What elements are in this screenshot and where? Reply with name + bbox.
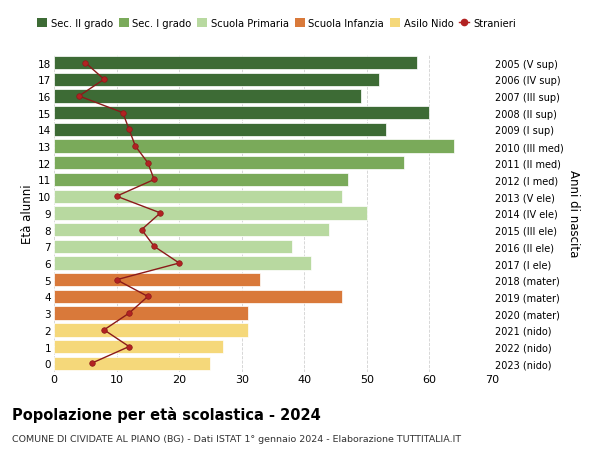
Text: COMUNE DI CIVIDATE AL PIANO (BG) - Dati ISTAT 1° gennaio 2024 - Elaborazione TUT: COMUNE DI CIVIDATE AL PIANO (BG) - Dati … — [12, 434, 461, 443]
Bar — [54, 340, 223, 353]
Bar — [54, 123, 386, 137]
Bar — [54, 190, 342, 203]
Bar — [54, 290, 342, 303]
Bar — [54, 73, 379, 87]
Bar — [54, 274, 260, 287]
Bar — [54, 90, 361, 103]
Legend: Sec. II grado, Sec. I grado, Scuola Primaria, Scuola Infanzia, Asilo Nido, Stran: Sec. II grado, Sec. I grado, Scuola Prim… — [37, 19, 516, 29]
Bar — [54, 157, 404, 170]
Bar — [54, 107, 430, 120]
Bar — [54, 240, 292, 253]
Bar — [54, 57, 417, 70]
Bar — [54, 324, 248, 337]
Bar — [54, 224, 329, 237]
Bar — [54, 307, 248, 320]
Bar — [54, 207, 367, 220]
Bar — [54, 174, 348, 187]
Y-axis label: Anni di nascita: Anni di nascita — [567, 170, 580, 257]
Bar — [54, 140, 454, 153]
Y-axis label: Età alunni: Età alunni — [21, 184, 34, 243]
Bar — [54, 357, 211, 370]
Text: Popolazione per età scolastica - 2024: Popolazione per età scolastica - 2024 — [12, 406, 321, 422]
Bar — [54, 257, 311, 270]
